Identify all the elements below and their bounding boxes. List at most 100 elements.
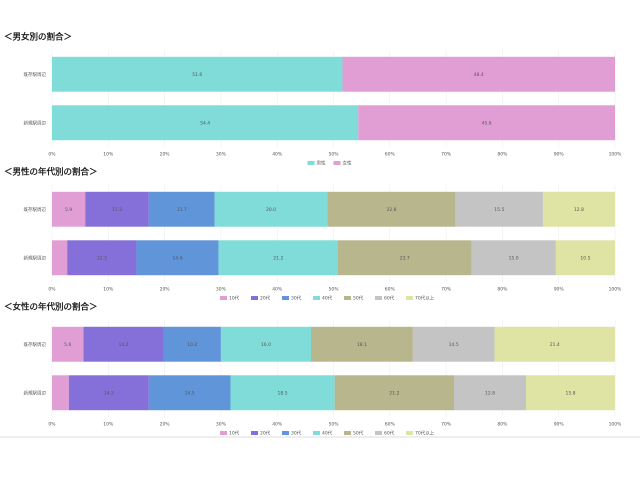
legend-label: 50代 [353, 430, 364, 437]
x-tick-label: 10% [103, 287, 114, 293]
value-label: 18.5 [278, 390, 288, 396]
x-tick-label: 60% [385, 287, 396, 293]
legend-swatch [406, 296, 413, 300]
value-label: 11.7 [177, 207, 187, 213]
legend-swatch [251, 296, 258, 300]
bar-segment [214, 191, 328, 227]
x-tick-label: 80% [497, 287, 508, 293]
legend-label: 20代 [260, 295, 271, 302]
legend-swatch [220, 431, 227, 435]
bar-segment [327, 191, 456, 227]
value-label: 14.5 [185, 390, 195, 396]
value-label: 15.5 [494, 207, 504, 213]
value-label: 12.8 [574, 207, 584, 213]
legend-swatch [313, 296, 320, 300]
value-label: 10.2 [187, 342, 197, 348]
legend-label: 10代 [229, 430, 240, 437]
value-label: 21.2 [273, 255, 283, 261]
value-label: 45.6 [482, 120, 492, 126]
bar-segment [220, 326, 311, 362]
bar-segment [52, 240, 68, 276]
bar-segment [358, 105, 615, 141]
chart-title: ＜男女別の割合＞ [4, 32, 72, 43]
value-label: 14.5 [449, 342, 459, 348]
legend-swatch [344, 431, 351, 435]
legend-label: 60代 [384, 430, 395, 437]
x-tick-label: 80% [497, 422, 508, 428]
value-label: 14.2 [104, 390, 114, 396]
x-tick-label: 30% [216, 152, 227, 158]
x-tick-label: 30% [216, 422, 227, 428]
x-tick-label: 90% [554, 287, 565, 293]
bar-segment [83, 326, 164, 362]
x-tick-label: 60% [385, 422, 396, 428]
bar-segment [555, 240, 615, 276]
value-label: 5.6 [64, 342, 71, 348]
bar-segment [342, 56, 615, 92]
bar-segment [163, 326, 221, 362]
bar-segment [230, 375, 335, 411]
x-tick-label: 10% [103, 422, 114, 428]
bar-segment [310, 326, 413, 362]
bar-segment [52, 56, 343, 92]
x-tick-label: 20% [160, 152, 171, 158]
bar-segment [542, 191, 615, 227]
legend-label: 50代 [353, 295, 364, 302]
x-tick-label: 70% [441, 152, 452, 158]
value-label: 21.2 [389, 390, 399, 396]
legend-label: 30代 [291, 295, 302, 302]
x-tick-label: 40% [272, 152, 283, 158]
bar-segment [52, 191, 86, 227]
x-tick-label: 20% [160, 287, 171, 293]
x-tick-label: 40% [272, 287, 283, 293]
x-tick-label: 0% [48, 152, 56, 158]
value-label: 16.0 [261, 342, 271, 348]
x-tick-label: 10% [103, 152, 114, 158]
legend-label: 10代 [229, 295, 240, 302]
legend-swatch [282, 431, 289, 435]
legend-swatch [344, 296, 351, 300]
bar-segment [148, 375, 231, 411]
x-tick-label: 30% [216, 287, 227, 293]
bar-segment [148, 191, 215, 227]
legend-label: 70代以上 [415, 430, 435, 437]
y-tick-label: 新規駅周辺 [24, 254, 47, 261]
value-label: 5.9 [65, 207, 72, 213]
x-tick-label: 50% [328, 422, 339, 428]
legend-label: 20代 [260, 430, 271, 437]
bar-segment [68, 375, 149, 411]
value-label: 18.1 [357, 342, 367, 348]
bar-segment [471, 240, 556, 276]
legend-swatch [333, 161, 341, 165]
legend-swatch [220, 296, 227, 300]
legend-label: 70代以上 [415, 295, 435, 302]
legend-swatch [251, 431, 258, 435]
legend-label: 60代 [384, 295, 395, 302]
chart-title: ＜男性の年代別の割合＞ [4, 167, 98, 178]
y-tick-label: 既存駅周辺 [24, 71, 47, 78]
value-label: 21.4 [550, 342, 560, 348]
chart-title: ＜女性の年代別の割合＞ [4, 302, 98, 313]
y-tick-label: 既存駅周辺 [24, 341, 47, 348]
y-tick-label: 新規駅周辺 [24, 389, 47, 396]
x-tick-label: 60% [385, 152, 396, 158]
value-label: 10.5 [580, 255, 590, 261]
bar-segment [494, 326, 615, 362]
x-tick-label: 70% [441, 287, 452, 293]
x-tick-label: 100% [609, 422, 623, 428]
value-label: 12.8 [485, 390, 495, 396]
x-tick-label: 50% [328, 152, 339, 158]
value-label: 54.4 [200, 120, 210, 126]
value-label: 11.3 [112, 207, 122, 213]
bar-segment [218, 240, 339, 276]
x-tick-label: 80% [497, 152, 508, 158]
x-tick-label: 40% [272, 422, 283, 428]
legend-swatch [375, 431, 382, 435]
legend-swatch [313, 431, 320, 435]
bar-segment [52, 375, 69, 411]
bar-segment [85, 191, 149, 227]
value-label: 20.0 [266, 207, 276, 213]
x-tick-label: 50% [328, 287, 339, 293]
bar-segment [338, 240, 472, 276]
